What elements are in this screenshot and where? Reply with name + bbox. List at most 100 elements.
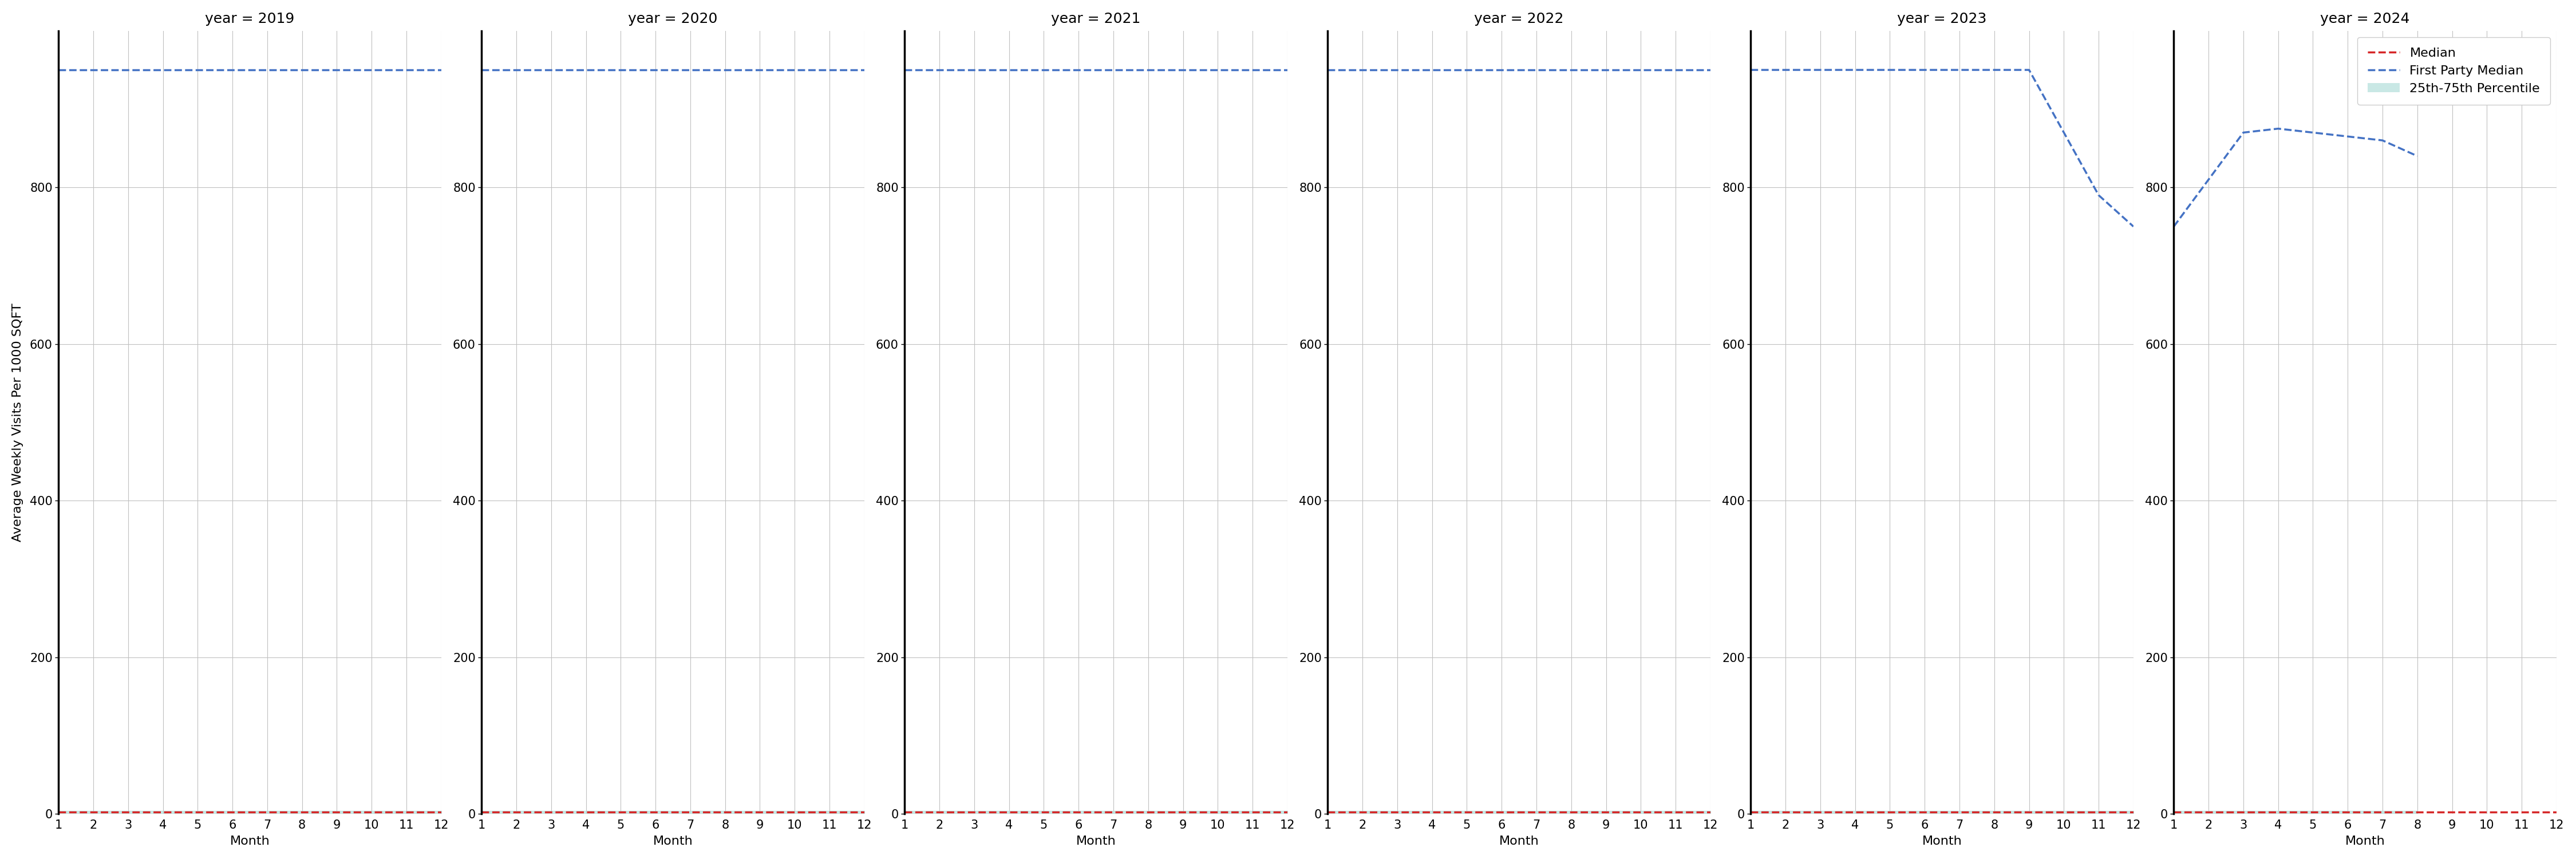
Median	[183, 807, 214, 818]
First Party Median	[44, 64, 75, 75]
Median	[355, 807, 386, 818]
Legend: Median, First Party Median, 25th-75th Percentile: Median, First Party Median, 25th-75th Pe…	[2357, 37, 2550, 105]
Median	[466, 807, 497, 818]
Title: year = 2023: year = 2023	[1899, 12, 1986, 26]
Median	[1695, 807, 1726, 818]
First Party Median	[708, 64, 739, 75]
X-axis label: Month: Month	[652, 836, 693, 847]
Median	[1659, 807, 1690, 818]
First Party Median	[814, 64, 845, 75]
First Party Median	[1203, 64, 1234, 75]
First Party Median	[2262, 124, 2293, 134]
Median	[850, 807, 881, 818]
Median	[2117, 807, 2148, 818]
Median	[925, 807, 956, 818]
Median	[1736, 807, 1767, 818]
Median	[2470, 807, 2501, 818]
First Party Median	[1875, 64, 1906, 75]
Median	[889, 807, 920, 818]
First Party Median	[500, 64, 531, 75]
Median	[569, 807, 600, 818]
First Party Median	[1520, 64, 1551, 75]
First Party Median	[1945, 64, 1976, 75]
Median	[605, 807, 636, 818]
First Party Median	[1625, 64, 1656, 75]
First Party Median	[1486, 64, 1517, 75]
First Party Median	[1695, 64, 1726, 75]
First Party Median	[1839, 64, 1870, 75]
Median	[1311, 807, 1342, 818]
Title: year = 2020: year = 2020	[629, 12, 719, 26]
Median	[1167, 807, 1198, 818]
Median	[1625, 807, 1656, 818]
Median	[744, 807, 775, 818]
Median	[814, 807, 845, 818]
Median	[1806, 807, 1837, 818]
First Party Median	[1064, 64, 1095, 75]
Median	[2437, 807, 2468, 818]
Median	[1133, 807, 1164, 818]
X-axis label: Month: Month	[1499, 836, 1538, 847]
Median	[2331, 807, 2362, 818]
First Party Median	[1770, 64, 1801, 75]
First Party Median	[392, 64, 422, 75]
Median	[392, 807, 422, 818]
Median	[425, 807, 456, 818]
First Party Median	[536, 64, 567, 75]
Median	[1236, 807, 1267, 818]
First Party Median	[2401, 151, 2432, 161]
Median	[1909, 807, 1940, 818]
First Party Median	[2367, 135, 2398, 145]
Median	[1028, 807, 1059, 818]
Median	[113, 807, 144, 818]
Median	[147, 807, 178, 818]
First Party Median	[1659, 64, 1690, 75]
Median	[1945, 807, 1976, 818]
First Party Median	[466, 64, 497, 75]
First Party Median	[286, 64, 317, 75]
Median	[1875, 807, 1906, 818]
First Party Median	[1236, 64, 1267, 75]
Title: year = 2022: year = 2022	[1473, 12, 1564, 26]
Median	[2298, 807, 2329, 818]
First Party Median	[1381, 64, 1412, 75]
Median	[2048, 807, 2079, 818]
First Party Median	[1736, 64, 1767, 75]
First Party Median	[889, 64, 920, 75]
Median	[958, 807, 989, 818]
Median	[2506, 807, 2537, 818]
Median	[2262, 807, 2293, 818]
First Party Median	[1450, 64, 1481, 75]
First Party Median	[744, 64, 775, 75]
First Party Median	[639, 64, 670, 75]
Median	[2014, 807, 2045, 818]
Title: year = 2021: year = 2021	[1051, 12, 1141, 26]
Median	[1450, 807, 1481, 818]
First Party Median	[1556, 64, 1587, 75]
Median	[1203, 807, 1234, 818]
Median	[1556, 807, 1587, 818]
Median	[1978, 807, 2009, 818]
First Party Median	[1909, 64, 1940, 75]
First Party Median	[1417, 64, 1448, 75]
Title: year = 2024: year = 2024	[2321, 12, 2411, 26]
First Party Median	[2014, 64, 2045, 75]
Median	[500, 807, 531, 818]
X-axis label: Month: Month	[229, 836, 270, 847]
Median	[77, 807, 108, 818]
Median	[994, 807, 1025, 818]
First Party Median	[781, 64, 811, 75]
Median	[1589, 807, 1620, 818]
Median	[2401, 807, 2432, 818]
Median	[1097, 807, 1128, 818]
Median	[708, 807, 739, 818]
First Party Median	[2048, 127, 2079, 137]
Line: First Party Median: First Party Median	[1752, 70, 2133, 227]
First Party Median	[2192, 174, 2223, 185]
First Party Median	[1167, 64, 1198, 75]
First Party Median	[2228, 127, 2259, 137]
Median	[675, 807, 706, 818]
First Party Median	[1273, 64, 1303, 75]
X-axis label: Month: Month	[1077, 836, 1115, 847]
First Party Median	[2159, 222, 2190, 232]
